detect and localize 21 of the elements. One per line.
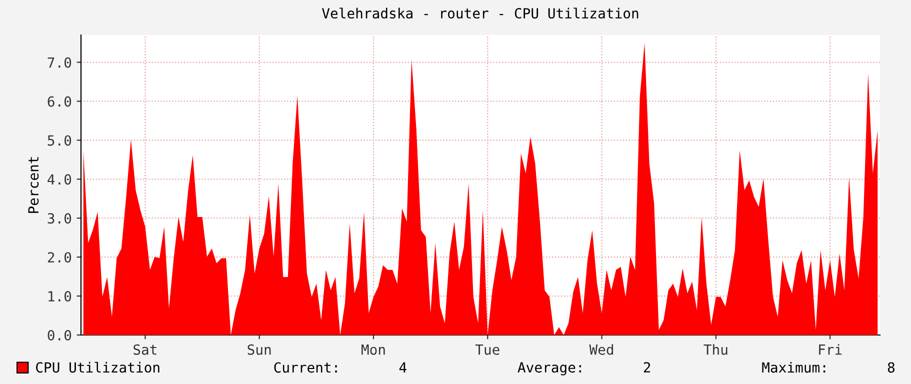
y-tick-label: 7.0 — [48, 57, 72, 68]
y-tick-label: 0.0 — [48, 330, 72, 341]
x-tick-label: Wed — [589, 344, 614, 355]
x-tick-label: Sat — [134, 344, 156, 355]
text: Maximum: 8 — [762, 362, 894, 373]
text: Current: 4 — [274, 362, 406, 373]
text: Average: 2 — [518, 362, 650, 376]
x-tick-label: Tue — [475, 344, 500, 355]
y-tick-label: 2.0 — [48, 252, 72, 263]
y-tick-label: 1.0 — [48, 291, 72, 302]
y-tick-label: 3.0 — [48, 213, 72, 224]
y-tick-label: 4.0 — [48, 174, 72, 185]
chart-title: Velehradska - router - CPU Utilization — [322, 8, 638, 19]
x-tick-label: Thu — [704, 344, 728, 355]
x-tick-label: Mon — [362, 344, 385, 355]
y-axis-title: Percent — [28, 157, 39, 213]
y-tick-label: 5.0 — [48, 135, 72, 146]
x-tick-label: Fri — [819, 344, 842, 355]
x-tick-label: Sun — [248, 344, 271, 355]
legend-label: CPU Utilization — [36, 362, 160, 373]
y-tick-label: 6.0 — [48, 96, 72, 107]
